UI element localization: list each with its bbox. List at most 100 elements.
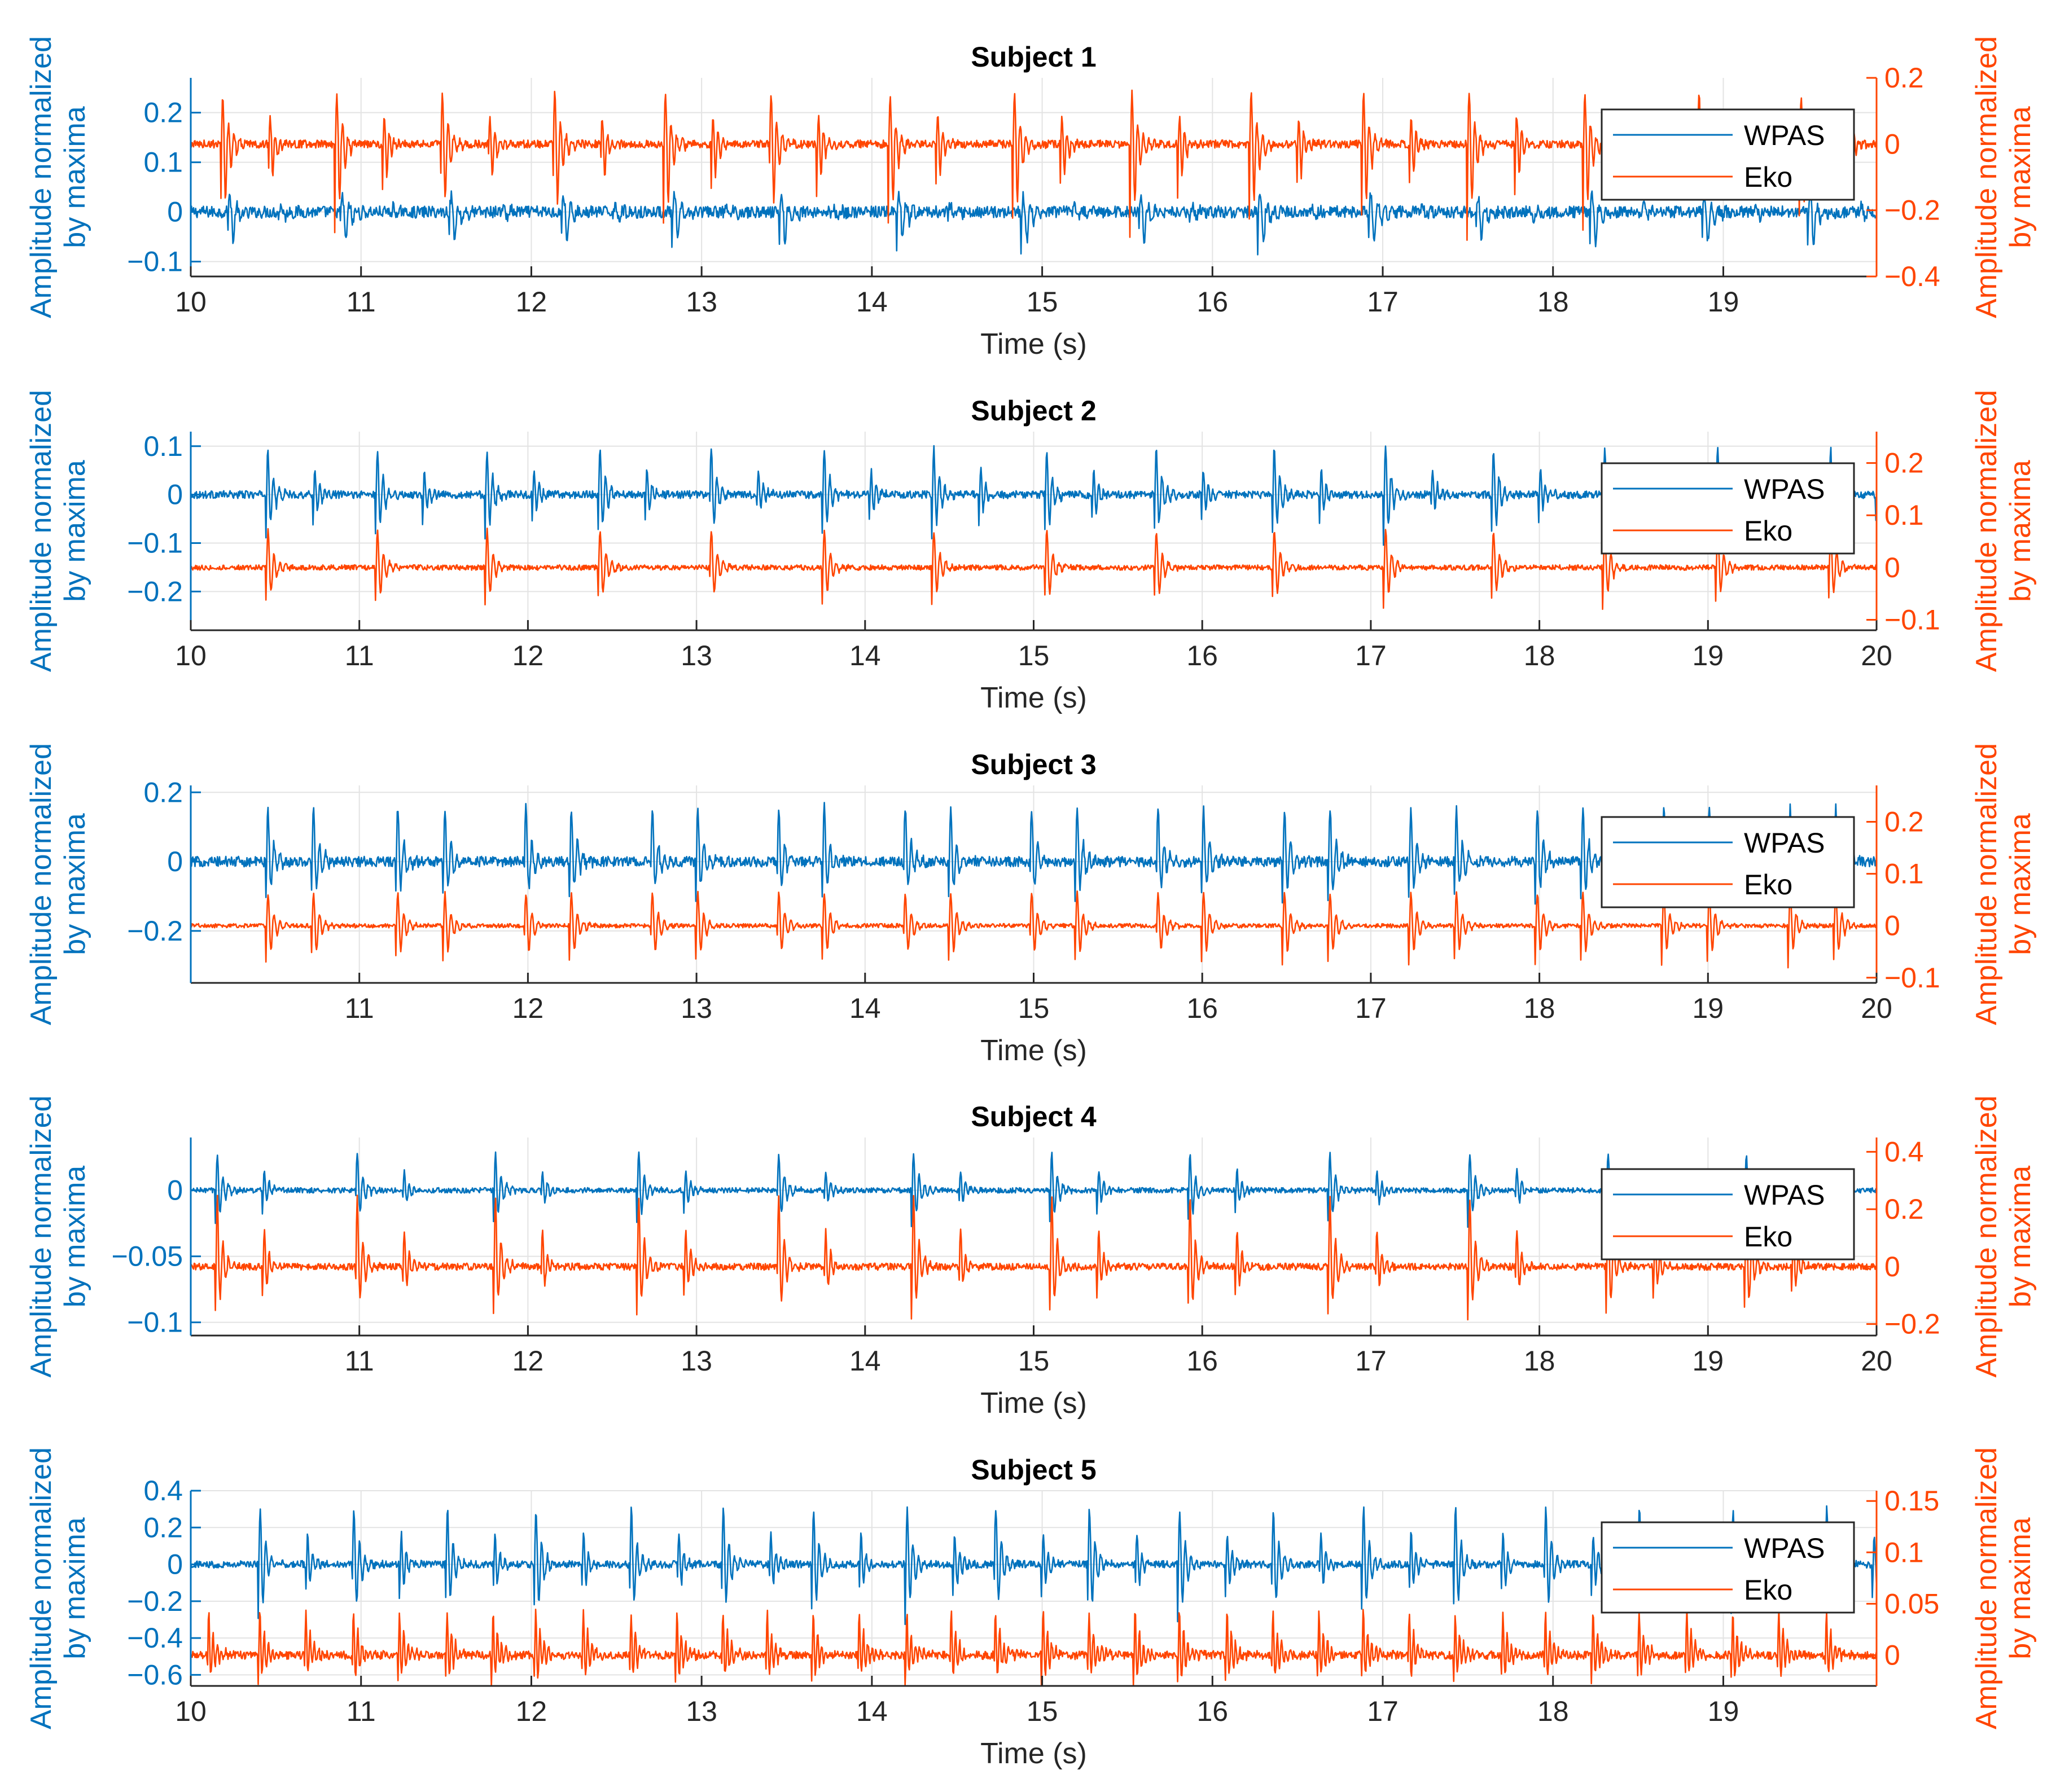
x-tick-label: 14: [849, 1345, 881, 1377]
x-tick-label: 16: [1196, 286, 1228, 318]
right-y-tick-label: 0.05: [1884, 1588, 1939, 1619]
series-wpas: [191, 1505, 1877, 1626]
left-y-tick-label: −0.1: [127, 1307, 183, 1338]
series-lines: [191, 445, 1877, 610]
x-tick-label: 10: [175, 640, 207, 671]
legend: WPAS Eko: [1601, 1168, 1855, 1260]
x-tick-label: 15: [1027, 1696, 1058, 1727]
x-tick-label: 15: [1018, 640, 1050, 671]
legend: WPAS Eko: [1601, 1521, 1855, 1614]
x-tick-label: 17: [1367, 286, 1399, 318]
left-y-axis-label: Amplitude normalizedby maxima: [25, 390, 91, 672]
right-y-tick-label: 0.1: [1884, 858, 1924, 890]
left-y-tick-label: 0: [167, 196, 183, 228]
x-tick-label: 19: [1708, 286, 1739, 318]
series-eko: [191, 1194, 1877, 1321]
left-y-tick-label: 0.2: [143, 1512, 183, 1543]
legend-label-wpas: WPAS: [1744, 1532, 1825, 1564]
series-wpas: [191, 190, 1877, 256]
left-y-axis-label: Amplitude normalizedby maxima: [25, 743, 91, 1025]
x-tick-label: 18: [1537, 286, 1569, 318]
x-tick-label: 15: [1018, 992, 1050, 1024]
x-tick-label: 17: [1367, 1696, 1399, 1727]
x-tick-label: 15: [1018, 1345, 1050, 1377]
left-y-tick-label: −0.05: [111, 1241, 183, 1272]
left-y-axis-label: Amplitude normalizedby maxima: [25, 1447, 91, 1729]
legend-box: [1601, 1521, 1855, 1614]
right-y-tick-label: 0: [1884, 552, 1900, 583]
series-eko: [191, 89, 1877, 241]
x-tick-label: 14: [849, 992, 881, 1024]
x-tick-label: 19: [1692, 992, 1724, 1024]
x-tick-label: 16: [1186, 640, 1218, 671]
right-y-tick-label: −0.4: [1884, 261, 1940, 292]
x-tick-label: 20: [1861, 1345, 1892, 1377]
x-tick-label: 20: [1861, 992, 1892, 1024]
chart-title: Subject 3: [971, 749, 1096, 780]
x-tick-label: 11: [347, 1696, 376, 1727]
legend-box: [1601, 108, 1855, 201]
legend-label-wpas: WPAS: [1744, 827, 1825, 859]
right-y-tick-label: 0.1: [1884, 499, 1924, 531]
x-tick-label: 11: [347, 286, 376, 318]
left-y-tick-label: −0.2: [127, 1585, 183, 1617]
series-lines: [191, 802, 1877, 969]
x-tick-label: 12: [516, 286, 547, 318]
x-tick-label: 19: [1708, 1696, 1739, 1727]
x-axis-label: Time (s): [980, 328, 1087, 361]
x-axis-label: Time (s): [980, 1034, 1087, 1067]
right-y-tick-label: 0.2: [1884, 447, 1924, 479]
x-tick-label: 17: [1355, 640, 1387, 671]
series-eko: [191, 528, 1877, 610]
series-wpas: [191, 445, 1877, 546]
x-tick-label: 16: [1186, 1345, 1218, 1377]
right-y-axis-label: Amplitude normalizedby maxima: [1970, 743, 2037, 1025]
chart-title: Subject 5: [971, 1454, 1096, 1486]
x-tick-label: 14: [856, 1696, 888, 1727]
x-tick-label: 13: [686, 1696, 717, 1727]
series-wpas: [191, 1151, 1877, 1228]
left-y-tick-label: 0: [167, 846, 183, 877]
right-y-axis-label: Amplitude normalizedby maxima: [1970, 1447, 2037, 1729]
chart-title: Subject 2: [971, 395, 1096, 427]
panel-subject-2: 10 11 12 13 14 15 16 17 18 19 20 −0.2 −0.1 0 0.1 −0.1 0 0…: [25, 390, 2037, 714]
x-tick-label: 17: [1355, 1345, 1387, 1377]
x-tick-label: 12: [512, 1345, 544, 1377]
legend-label-eko: Eko: [1744, 1574, 1792, 1606]
x-tick-label: 13: [681, 640, 712, 671]
x-axis-label: Time (s): [980, 1737, 1087, 1770]
x-tick-label: 18: [1524, 1345, 1555, 1377]
right-y-tick-label: 0: [1884, 1251, 1900, 1282]
left-y-tick-label: 0.2: [143, 97, 183, 129]
left-y-tick-label: 0.1: [143, 431, 183, 462]
legend: WPAS Eko: [1601, 816, 1855, 908]
x-tick-label: 16: [1186, 992, 1218, 1024]
x-tick-label: 13: [681, 992, 712, 1024]
panel-subject-1: 10 11 12 13 14 15 16 17 18 19 −0.1 0 0.1 0.2 −0.4 −0.2 0…: [25, 36, 2037, 361]
x-tick-label: 13: [681, 1345, 712, 1377]
left-y-tick-label: −0.4: [127, 1622, 183, 1654]
x-tick-label: 16: [1196, 1696, 1228, 1727]
x-tick-label: 13: [686, 286, 717, 318]
x-tick-label: 15: [1027, 286, 1058, 318]
right-y-tick-label: 0: [1884, 910, 1900, 942]
right-y-tick-label: 0.15: [1884, 1485, 1939, 1517]
legend-label-eko: Eko: [1744, 161, 1792, 193]
legend-label-wpas: WPAS: [1744, 473, 1825, 505]
left-y-tick-label: −0.1: [127, 527, 183, 559]
left-y-tick-label: 0: [167, 1175, 183, 1206]
grid: [190, 1490, 1877, 1686]
left-y-tick-label: 0.1: [143, 147, 183, 178]
legend-box: [1601, 462, 1855, 555]
right-y-tick-label: −0.2: [1884, 195, 1940, 226]
right-y-tick-label: 0: [1884, 128, 1900, 160]
x-tick-label: 14: [856, 286, 888, 318]
x-tick-label: 20: [1861, 640, 1892, 671]
left-y-tick-label: −0.1: [127, 246, 183, 278]
legend: WPAS Eko: [1601, 462, 1855, 555]
series-lines: [191, 1151, 1877, 1321]
x-tick-label: 19: [1692, 1345, 1724, 1377]
x-axis-label: Time (s): [980, 1387, 1087, 1420]
